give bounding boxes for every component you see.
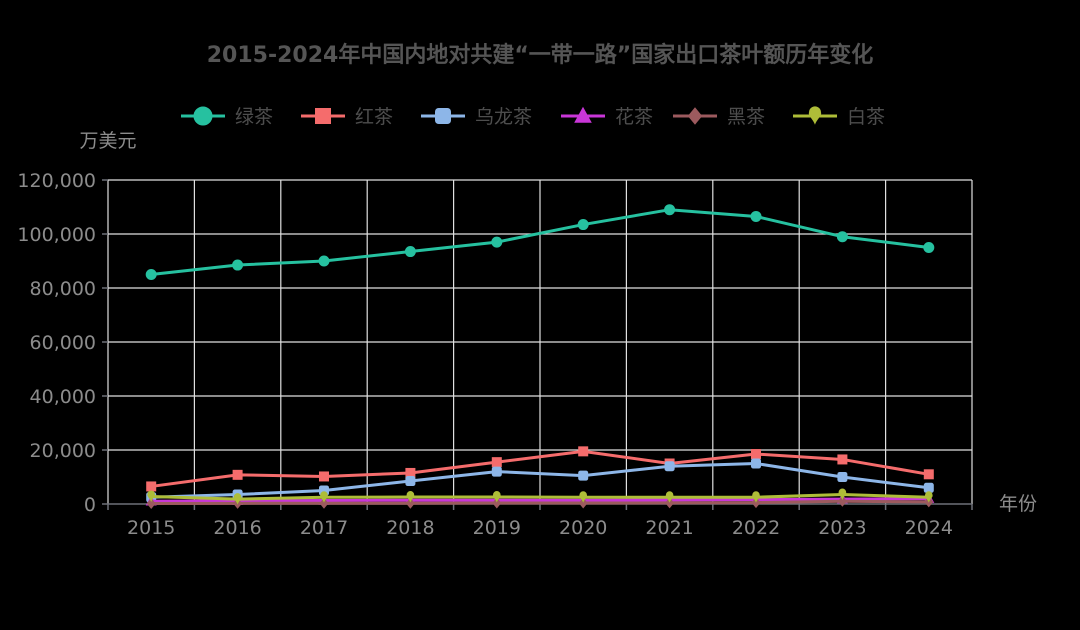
legend[interactable]: 绿茶 红茶 乌龙茶 花茶 黑茶 白茶 (181, 106, 885, 128)
legend-label: 黑茶 (727, 106, 765, 128)
data-point (146, 481, 157, 492)
legend-label: 白茶 (847, 106, 885, 128)
legend-item[interactable]: 红茶 (301, 106, 393, 128)
y-tick-label: 0 (84, 494, 96, 516)
data-point (750, 210, 762, 222)
y-tick-label: 20,000 (30, 440, 96, 462)
legend-marker-icon (574, 106, 592, 123)
series-layer (145, 204, 935, 509)
data-point (752, 491, 760, 503)
legend-marker-icon (193, 106, 213, 126)
series-line (151, 497, 929, 503)
data-point (492, 497, 502, 509)
data-point (578, 470, 589, 481)
data-point (751, 449, 761, 460)
x-tick-label: 2023 (818, 517, 866, 539)
y-tick-label: 80,000 (30, 278, 96, 300)
data-point (837, 495, 847, 507)
data-point (232, 259, 244, 271)
data-point (319, 471, 329, 482)
data-point (491, 457, 502, 468)
y-tick-label: 60,000 (30, 332, 96, 354)
data-point (664, 204, 676, 216)
data-point (405, 497, 415, 509)
data-point (491, 236, 503, 248)
data-point (923, 469, 934, 480)
data-point (145, 269, 157, 280)
x-axis-unit-label: 年份 (999, 493, 1037, 515)
legend-marker-icon (808, 106, 822, 125)
data-point (491, 466, 502, 477)
data-point (664, 461, 675, 472)
data-point (405, 476, 416, 487)
x-tick-label: 2024 (905, 517, 953, 539)
data-point (492, 490, 501, 503)
x-tick-label: 2017 (300, 517, 348, 539)
data-point (665, 497, 675, 509)
series-line (151, 208, 929, 276)
data-point (578, 446, 589, 457)
data-point (837, 454, 848, 465)
y-axis-unit-label: 万美元 (79, 130, 136, 152)
legend-label: 花茶 (615, 106, 653, 128)
data-point (923, 242, 935, 253)
data-point (232, 469, 243, 480)
data-point (318, 255, 330, 267)
legend-item[interactable]: 花茶 (561, 106, 653, 128)
data-point (751, 458, 761, 469)
data-point (665, 491, 674, 503)
y-tick-label: 40,000 (30, 386, 96, 408)
x-tick-label: 2022 (732, 517, 780, 539)
data-point (577, 219, 589, 231)
x-tick-label: 2016 (213, 517, 261, 539)
y-tick-label: 100,000 (17, 224, 96, 246)
data-point (147, 490, 156, 502)
chart-title: 2015-2024年中国内地对共建“一带一路”国家出口茶叶额历年变化 (207, 42, 874, 68)
axes: 0 20,000 40,000 60,000 80,000 100,000 120,000 2… (17, 170, 973, 539)
data-point (406, 490, 415, 503)
legend-label: 红茶 (355, 106, 393, 128)
data-point (405, 467, 416, 478)
data-point (233, 493, 242, 505)
data-point (579, 491, 588, 503)
x-tick-label: 2021 (645, 517, 693, 539)
legend-item[interactable]: 白茶 (793, 106, 885, 128)
data-point (836, 231, 848, 243)
series-line (151, 493, 929, 501)
x-tick-label: 2015 (127, 517, 175, 539)
legend-marker-icon (315, 108, 331, 124)
legend-item[interactable]: 绿茶 (181, 106, 273, 128)
series-line (151, 499, 929, 505)
data-point (320, 491, 328, 503)
series-line (151, 462, 929, 499)
data-point (319, 497, 329, 509)
y-tick-label: 120,000 (17, 170, 96, 192)
x-tick-label: 2019 (473, 517, 521, 539)
legend-marker-icon (687, 107, 703, 125)
data-point (837, 472, 848, 482)
series-5 (147, 488, 933, 505)
legend-label: 绿茶 (235, 106, 273, 128)
x-tick-label: 2018 (386, 517, 434, 539)
data-point (404, 246, 416, 258)
legend-item[interactable]: 黑茶 (673, 106, 765, 128)
legend-label: 乌龙茶 (475, 106, 532, 128)
legend-item[interactable]: 乌龙茶 (421, 106, 532, 128)
series-line (151, 449, 930, 488)
data-point (924, 491, 933, 503)
x-tick-label: 2020 (559, 517, 607, 539)
data-point (146, 497, 156, 509)
series-0 (145, 204, 935, 280)
data-point (578, 497, 588, 509)
data-point (923, 482, 934, 493)
legend-marker-icon (435, 108, 451, 124)
data-point (838, 488, 847, 501)
